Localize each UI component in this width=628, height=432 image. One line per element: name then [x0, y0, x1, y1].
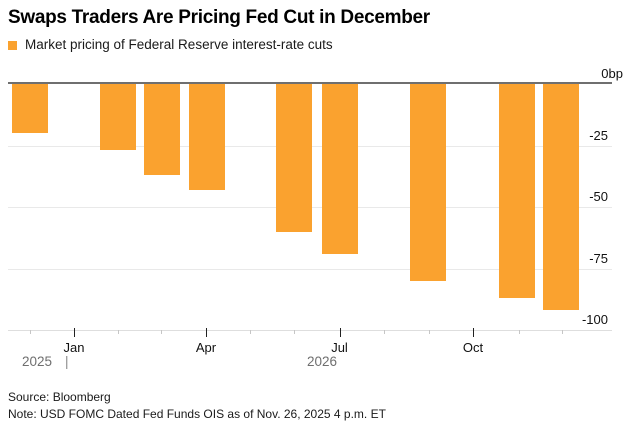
bar	[321, 84, 358, 254]
bar	[144, 84, 180, 176]
x-axis-tick	[249, 330, 251, 334]
zero-axis-line	[8, 82, 612, 84]
chart-title: Swaps Traders Are Pricing Fed Cut in Dec…	[8, 7, 430, 28]
x-axis-tick	[383, 330, 385, 334]
x-axis-tick	[428, 330, 430, 334]
x-axis-tick	[160, 330, 162, 334]
x-tick-label: Apr	[195, 340, 217, 355]
x-axis-tick	[473, 328, 474, 337]
x-axis-tick	[562, 330, 563, 334]
legend-label: Market pricing of Federal Reserve intere…	[25, 37, 333, 52]
data-note: Note: USD FOMC Dated Fed Funds OIS as of…	[8, 407, 386, 421]
y-tick-label: -50	[589, 189, 608, 204]
x-axis-tick	[30, 330, 31, 334]
y-gridline	[8, 268, 612, 270]
bar	[100, 84, 136, 151]
x-axis-tick	[74, 328, 75, 337]
bar	[276, 84, 312, 232]
y-tick-label: -100	[581, 312, 608, 327]
x-tick-label: Oct	[462, 340, 484, 355]
bar	[188, 84, 225, 190]
bar	[543, 84, 579, 311]
x-axis-tick	[518, 330, 520, 334]
x-axis-tick	[293, 330, 295, 334]
legend-swatch-icon	[8, 41, 17, 50]
x-axis-tick	[117, 330, 119, 334]
chart-footer: Source: Bloomberg Note: USD FOMC Dated F…	[8, 389, 386, 423]
plot-area	[8, 82, 612, 337]
x-tick-label: Jul	[331, 340, 348, 355]
y-tick-label: -25	[589, 127, 608, 143]
bar	[410, 84, 446, 281]
x-tick-label: Jan	[63, 340, 85, 355]
x-axis-line	[8, 329, 612, 331]
year-label: 2026	[307, 354, 338, 369]
bar	[499, 84, 535, 299]
y-tick-label: -75	[589, 250, 608, 266]
bar	[12, 84, 48, 134]
year-label: 2025	[22, 354, 53, 369]
year-divider: |	[65, 354, 69, 369]
y-tick-label: 0bp	[601, 66, 623, 81]
x-axis-tick	[206, 328, 207, 337]
source-note: Source: Bloomberg	[8, 390, 111, 404]
x-axis-tick	[339, 328, 341, 337]
